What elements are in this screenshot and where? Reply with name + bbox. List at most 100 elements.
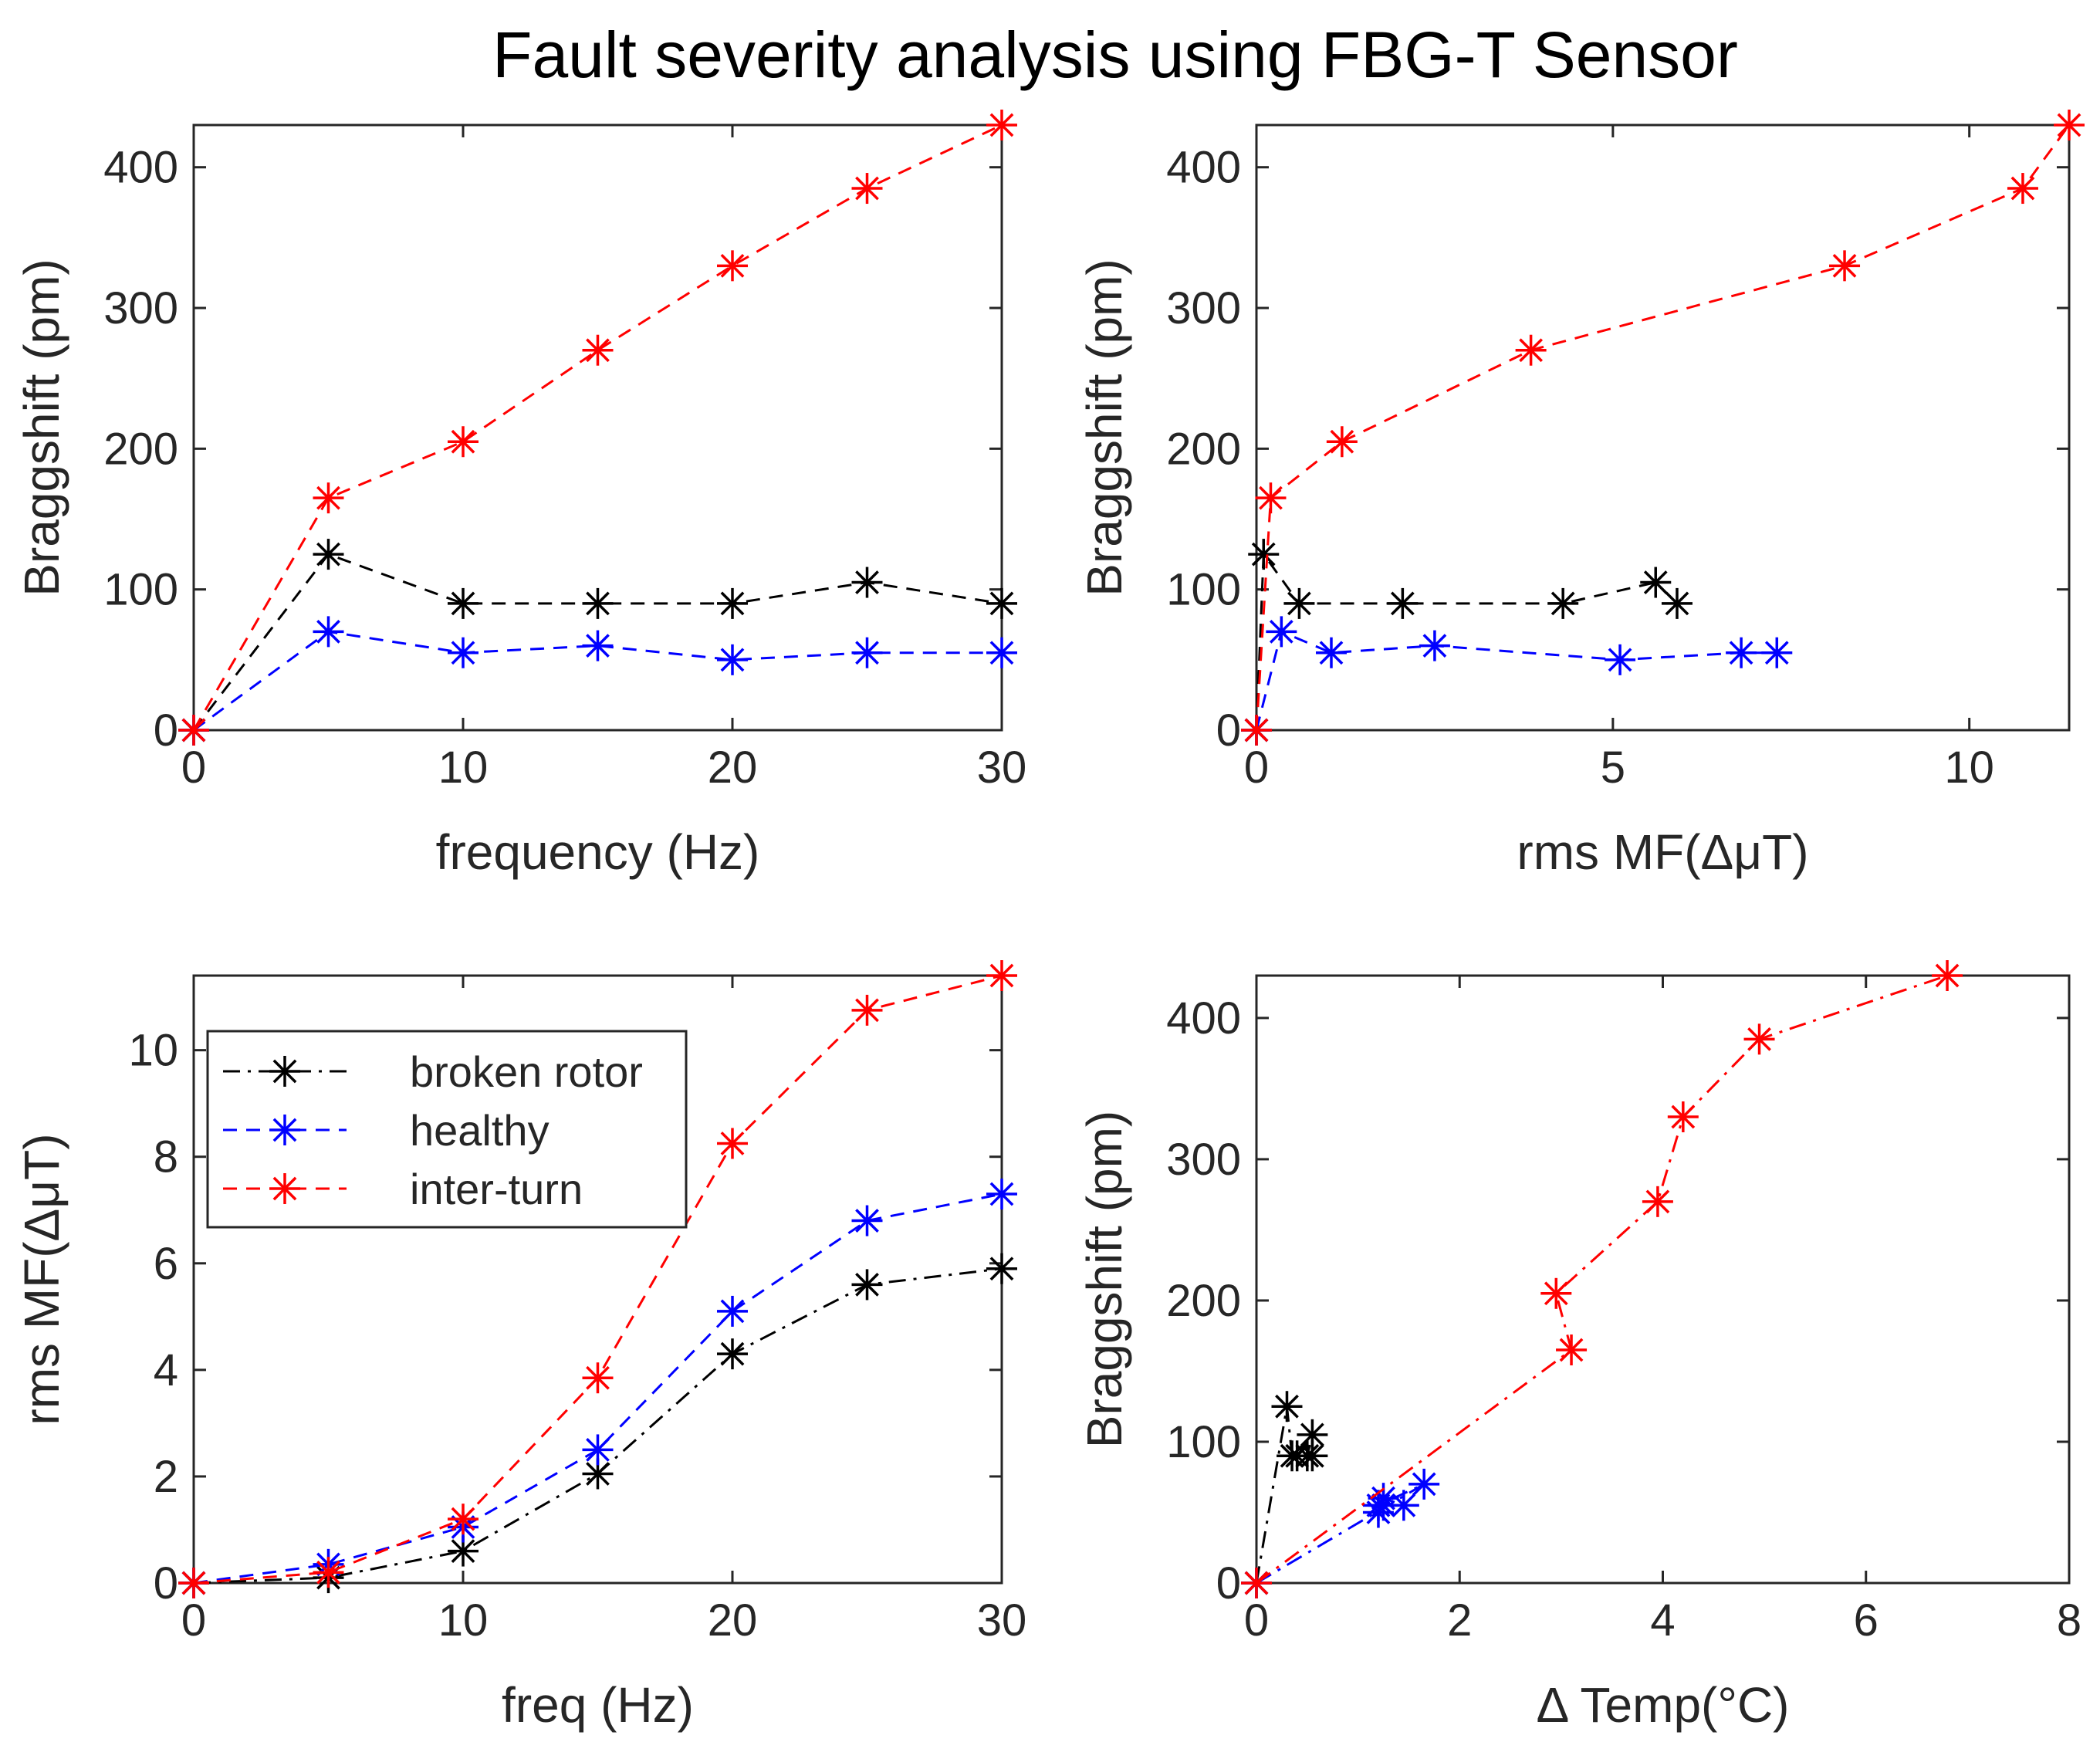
data-point bbox=[1248, 539, 1280, 570]
data-point bbox=[448, 587, 479, 619]
series-inter-turn bbox=[1241, 110, 2085, 746]
data-point bbox=[1667, 1101, 1699, 1133]
x-tick-label: 20 bbox=[708, 743, 758, 793]
y-tick-label: 200 bbox=[1166, 424, 1241, 474]
data-point bbox=[986, 1179, 1017, 1210]
y-tick-label: 0 bbox=[1216, 1558, 1241, 1608]
data-point bbox=[582, 1362, 614, 1394]
data-point bbox=[1271, 1391, 1303, 1422]
x-tick-label: 0 bbox=[181, 743, 206, 793]
data-point bbox=[717, 587, 748, 619]
data-point bbox=[717, 1338, 748, 1370]
data-point bbox=[1362, 1497, 1394, 1528]
data-point bbox=[582, 630, 614, 661]
data-point bbox=[2054, 110, 2085, 140]
data-point bbox=[1540, 1277, 1572, 1309]
data-point bbox=[986, 637, 1017, 668]
y-tick-label: 0 bbox=[154, 705, 178, 756]
x-tick-label: 0 bbox=[1244, 1595, 1269, 1646]
y-axis-label: Braggshift (pm) bbox=[1077, 259, 1132, 596]
data-point bbox=[986, 587, 1017, 619]
data-point bbox=[1515, 334, 1547, 366]
data-point bbox=[448, 426, 479, 458]
x-axis-label: Δ Temp(°C) bbox=[1537, 1677, 1790, 1733]
legend-label: broken rotor bbox=[410, 1047, 643, 1096]
data-point bbox=[582, 1434, 614, 1466]
data-point bbox=[1266, 616, 1297, 648]
y-tick-label: 100 bbox=[103, 565, 178, 615]
x-axis-label: frequency (Hz) bbox=[436, 824, 760, 880]
y-tick-label: 2 bbox=[154, 1452, 178, 1502]
legend: broken rotor healthy inter-turn bbox=[206, 1030, 688, 1229]
y-tick-label: 100 bbox=[1166, 1417, 1241, 1467]
axes-br: 0 2 4 6 8 0 100 200 300 400 Δ Temp(°C) Braggshift (… bbox=[1077, 960, 2081, 1733]
y-tick-label: 200 bbox=[1166, 1276, 1241, 1326]
x-tick-label: 10 bbox=[438, 743, 489, 793]
data-point bbox=[1829, 250, 1861, 282]
data-point bbox=[1556, 1334, 1588, 1366]
data-point bbox=[1283, 587, 1315, 619]
y-tick-label: 0 bbox=[1216, 705, 1241, 756]
legend-entry: inter-turn bbox=[223, 1165, 583, 1213]
data-point bbox=[1241, 1568, 1272, 1598]
x-tick-label: 4 bbox=[1650, 1595, 1675, 1646]
data-point bbox=[851, 637, 883, 668]
y-axis-label: Braggshift (pm) bbox=[1077, 1111, 1132, 1448]
legend-label: inter-turn bbox=[410, 1165, 583, 1213]
x-tick-label: 8 bbox=[2057, 1595, 2081, 1646]
data-point bbox=[851, 1205, 883, 1236]
data-point bbox=[1297, 1419, 1328, 1450]
y-tick-label: 400 bbox=[1166, 143, 1241, 193]
data-point bbox=[986, 960, 1017, 991]
x-tick-label: 10 bbox=[1944, 743, 1994, 793]
x-tick-label: 0 bbox=[181, 1595, 206, 1646]
y-tick-label: 400 bbox=[1166, 993, 1241, 1044]
series-healthy bbox=[1241, 616, 1793, 746]
x-tick-label: 30 bbox=[977, 1595, 1027, 1646]
data-point bbox=[1326, 426, 1358, 458]
data-point bbox=[986, 1253, 1017, 1284]
x-tick-label: 30 bbox=[977, 743, 1027, 793]
data-point bbox=[717, 1128, 748, 1159]
data-point bbox=[1255, 482, 1287, 514]
data-point bbox=[313, 539, 344, 570]
data-point bbox=[717, 644, 748, 675]
data-point bbox=[1932, 960, 1963, 991]
data-point bbox=[717, 1295, 748, 1327]
y-tick-label: 300 bbox=[1166, 283, 1241, 333]
y-axis-label: rms MF(ΔμT) bbox=[14, 1133, 69, 1425]
series-inter-turn bbox=[178, 960, 1017, 1598]
data-point bbox=[1726, 637, 1757, 668]
x-tick-label: 5 bbox=[1601, 743, 1625, 793]
data-point bbox=[448, 637, 479, 668]
data-point bbox=[1661, 587, 1693, 619]
y-tick-label: 8 bbox=[154, 1132, 178, 1182]
legend-entry: broken rotor bbox=[223, 1047, 643, 1096]
data-point bbox=[1640, 567, 1672, 598]
data-point bbox=[1547, 587, 1579, 619]
data-point bbox=[313, 616, 344, 648]
y-tick-label: 400 bbox=[103, 143, 178, 193]
data-point bbox=[851, 567, 883, 598]
series-healthy bbox=[178, 616, 1017, 746]
series-inter-turn bbox=[1241, 960, 1963, 1598]
data-point bbox=[582, 587, 614, 619]
y-axis-label: Braggshift (pm) bbox=[14, 259, 69, 596]
data-point bbox=[582, 334, 614, 366]
x-tick-label: 0 bbox=[1244, 743, 1269, 793]
data-point bbox=[313, 1557, 344, 1588]
data-point bbox=[1315, 637, 1347, 668]
y-tick-label: 300 bbox=[1166, 1135, 1241, 1185]
data-point bbox=[313, 482, 344, 514]
data-point bbox=[1642, 1186, 1673, 1217]
data-point bbox=[717, 250, 748, 282]
axes-bl: 0 10 20 30 0 2 4 6 8 10 freq (Hz) rms MF(ΔμT) broken… bbox=[14, 960, 1026, 1733]
y-tick-label: 200 bbox=[103, 424, 178, 474]
data-point bbox=[1241, 715, 1272, 746]
x-tick-label: 2 bbox=[1447, 1595, 1472, 1646]
y-tick-label: 100 bbox=[1166, 565, 1241, 615]
